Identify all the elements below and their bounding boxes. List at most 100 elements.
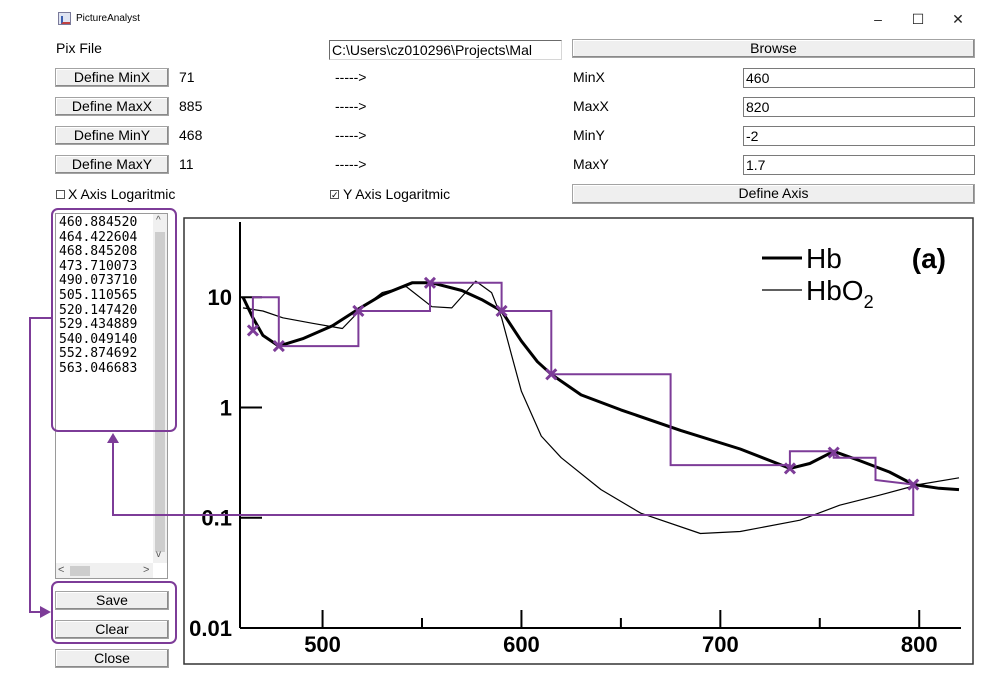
save-button[interactable]: Save xyxy=(55,591,169,610)
scroll-right-icon[interactable]: > xyxy=(143,564,150,576)
buttons-connector-line xyxy=(29,317,51,613)
file-path-input[interactable]: C:\Users\cz010296\Projects\Mal xyxy=(329,40,562,60)
chart-frame xyxy=(183,217,974,665)
minx-pixel-value: 71 xyxy=(179,69,195,85)
y-log-label: Y Axis Logaritmic xyxy=(343,186,451,202)
maxy-arrow: -----> xyxy=(335,156,367,172)
define-maxx-button[interactable]: Define MaxX xyxy=(55,97,169,116)
minx-input[interactable]: 460 xyxy=(743,68,975,88)
define-minx-button[interactable]: Define MinX xyxy=(55,68,169,87)
miny-arrow: -----> xyxy=(335,127,367,143)
miny-input[interactable]: -2 xyxy=(743,126,975,146)
sample-point-marker xyxy=(246,324,260,337)
list-item[interactable]: 505.110565 xyxy=(59,288,138,303)
list-item[interactable]: 563.046683 xyxy=(59,361,138,376)
legend-hbo2-subscript: 2 xyxy=(864,292,874,312)
x-tick-label: 600 xyxy=(503,632,540,657)
list-item[interactable]: 464.422604 xyxy=(59,230,138,245)
app-icon xyxy=(58,12,71,25)
browse-button[interactable]: Browse xyxy=(572,39,975,58)
clear-button[interactable]: Clear xyxy=(55,620,169,639)
define-maxy-button[interactable]: Define MaxY xyxy=(55,155,169,174)
horizontal-scrollbar[interactable]: < > xyxy=(56,563,153,578)
define-axis-button[interactable]: Define Axis xyxy=(572,184,975,204)
results-callout-box xyxy=(51,208,177,432)
sample-point-marker xyxy=(783,462,797,475)
sample-point-stroke xyxy=(545,368,558,381)
sample-point-stroke xyxy=(827,446,840,459)
list-item[interactable]: 460.884520 xyxy=(59,216,138,230)
x-tick-label: 500 xyxy=(304,632,341,657)
list-item[interactable]: 540.049140 xyxy=(59,332,138,347)
sample-point-stroke xyxy=(246,324,260,337)
list-item[interactable]: 529.434889 xyxy=(59,318,138,333)
sample-point-stroke xyxy=(783,462,797,475)
legend-hbo2-name: HbO xyxy=(806,275,864,306)
y-tick-label: 0.01 xyxy=(189,616,232,641)
list-item[interactable]: 520.147420 xyxy=(59,303,138,318)
close-button[interactable]: Close xyxy=(55,649,169,668)
y-tick-label: 0.1 xyxy=(201,506,232,531)
close-window-button[interactable]: ✕ xyxy=(952,11,964,27)
x-tick-label: 800 xyxy=(901,632,938,657)
hbo2-series-line xyxy=(242,280,960,535)
check-icon: ✓ xyxy=(331,190,339,200)
list-item[interactable]: 552.874692 xyxy=(59,347,138,362)
sample-point-marker xyxy=(545,368,558,381)
sample-point-stroke xyxy=(423,276,437,289)
scroll-up-icon[interactable]: ^ xyxy=(156,215,161,226)
legend-hb-label: Hb xyxy=(806,243,842,274)
miny-pixel-value: 468 xyxy=(179,127,203,143)
maxy-input[interactable]: 1.7 xyxy=(743,155,975,175)
list-item[interactable]: 490.073710 xyxy=(59,274,138,289)
sample-point-stroke xyxy=(352,304,365,318)
maxy-label: MaxY xyxy=(573,156,609,172)
x-tick-label: 700 xyxy=(702,632,739,657)
maxy-pixel-value: 11 xyxy=(179,156,194,172)
minx-label: MinX xyxy=(573,69,605,85)
sampling-path xyxy=(251,281,914,486)
pix-file-label: Pix File xyxy=(56,40,102,56)
list-item[interactable]: 473.710073 xyxy=(59,259,138,274)
scroll-down-icon[interactable]: v xyxy=(156,549,161,560)
hb-series-line xyxy=(241,281,960,492)
callout-layer xyxy=(29,276,920,618)
maximize-button[interactable]: ☐ xyxy=(911,11,925,27)
maxx-input[interactable]: 820 xyxy=(743,97,975,117)
maxx-label: MaxX xyxy=(573,98,609,114)
results-container: 460.884520 464.422604 468.845208 473.710073… xyxy=(56,214,167,377)
buttons-callout-box xyxy=(51,581,177,644)
x-log-checkbox[interactable] xyxy=(56,190,65,199)
maxx-arrow: -----> xyxy=(335,98,367,114)
sample-point-marker xyxy=(352,304,365,318)
buttons-connector-arrowhead xyxy=(40,606,51,618)
minx-arrow: -----> xyxy=(335,69,367,85)
legend-hbo2-label: HbO2 xyxy=(806,275,874,312)
define-miny-button[interactable]: Define MinY xyxy=(55,126,169,145)
y-tick-label: 10 xyxy=(208,285,232,310)
horizontal-scroll-thumb[interactable] xyxy=(70,566,90,576)
vertical-scroll-thumb[interactable] xyxy=(155,232,165,552)
maxx-pixel-value: 885 xyxy=(179,98,203,114)
panel-label: (a) xyxy=(912,243,946,274)
x-log-label: X Axis Logaritmic xyxy=(68,186,176,202)
window-title: PictureAnalyst xyxy=(76,13,140,24)
sample-point-marker xyxy=(272,340,285,353)
sample-point-marker xyxy=(423,276,437,289)
scroll-left-icon[interactable]: < xyxy=(58,564,65,576)
sample-point-stroke xyxy=(272,340,285,353)
sample-point-stroke xyxy=(495,304,508,318)
sample-point-marker xyxy=(827,446,840,459)
results-connector-arrowhead xyxy=(107,433,119,443)
sample-point-marker xyxy=(495,304,508,318)
list-item[interactable]: 468.845208 xyxy=(59,245,138,260)
results-connector-line xyxy=(112,437,915,516)
title-bar xyxy=(0,0,984,38)
vertical-scrollbar[interactable]: ^ v xyxy=(153,214,167,563)
miny-label: MinY xyxy=(573,127,605,143)
y-log-checkbox[interactable]: ✓ xyxy=(330,190,339,200)
results-list[interactable]: 460.884520 464.422604 468.845208 473.710073… xyxy=(55,213,168,579)
minimize-button[interactable]: – xyxy=(874,11,882,27)
